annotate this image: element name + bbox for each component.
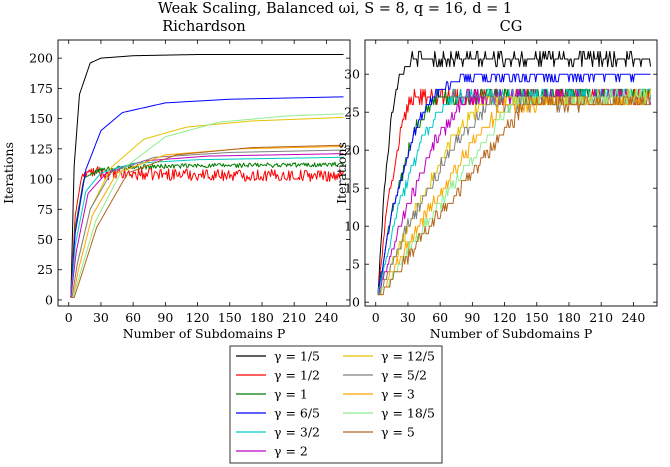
legend-frame xyxy=(229,345,443,464)
series-line xyxy=(70,144,344,299)
x-tick-label: 180 xyxy=(250,310,274,325)
series-group xyxy=(70,54,344,299)
x-tick-label: 240 xyxy=(314,310,338,325)
legend-label: γ = 6/5 xyxy=(274,406,320,421)
figure-title: Weak Scaling, Balanced ωi, S = 8, q = 16… xyxy=(158,1,512,17)
y-tick-label: 15 xyxy=(344,181,360,196)
legend-label: γ = 3/2 xyxy=(274,425,320,440)
series-group xyxy=(377,50,652,296)
legend-label: γ = 1/5 xyxy=(274,349,320,364)
y-tick-label: 0 xyxy=(45,292,53,307)
legend: γ = 1/5 γ = 1/2 γ = 1 γ = 6/5 γ = 3/2 γ = 2 γ … xyxy=(229,345,443,464)
x-axis-label: Number of Subdomains P xyxy=(123,326,286,341)
cg-panel: CG 0 30 60 90 120 150 180 210 240 0 5 10 15 20 25 30 Numb… xyxy=(334,19,658,341)
legend-label: γ = 1 xyxy=(274,387,308,402)
y-tick-label: 20 xyxy=(344,143,360,158)
y-tick-label: 125 xyxy=(29,141,53,156)
x-tick-label: 60 xyxy=(125,310,141,325)
y-axis-label: Iterations xyxy=(1,142,16,204)
legend-label: γ = 2 xyxy=(274,444,308,459)
x-tick-label: 60 xyxy=(432,310,448,325)
x-tick-label: 150 xyxy=(218,310,242,325)
richardson-panel: Richardson 0 30 60 90 120 150 180 210 240 0 25 50 75 1… xyxy=(1,19,351,341)
series-line xyxy=(377,50,652,295)
series-line xyxy=(70,156,344,298)
y-tick-label: 175 xyxy=(29,81,53,96)
legend-label: γ = 1/2 xyxy=(274,368,320,383)
y-tick-label: 5 xyxy=(352,257,360,272)
series-line xyxy=(377,88,651,296)
x-tick-label: 0 xyxy=(65,310,73,325)
y-tick-label: 75 xyxy=(37,202,53,217)
x-tick-label: 150 xyxy=(525,310,549,325)
y-axis-label: Iterations xyxy=(334,142,349,204)
series-line xyxy=(377,96,651,296)
y-tick-label: 25 xyxy=(37,262,53,277)
legend-label: γ = 3 xyxy=(381,387,415,402)
x-tick-label: 180 xyxy=(557,310,581,325)
series-line xyxy=(70,116,344,299)
legend-label: γ = 5 xyxy=(381,425,415,440)
subplot-title: CG xyxy=(500,19,523,35)
series-line xyxy=(377,96,651,296)
x-tick-label: 120 xyxy=(493,310,517,325)
y-tick-label: 100 xyxy=(29,172,53,187)
series-line xyxy=(70,96,344,298)
x-tick-label: 240 xyxy=(621,310,645,325)
x-tick-label: 0 xyxy=(372,310,380,325)
series-line xyxy=(70,54,344,298)
x-tick-label: 120 xyxy=(186,310,210,325)
y-tick-label: 150 xyxy=(29,111,53,126)
x-tick-label: 90 xyxy=(464,310,480,325)
series-line xyxy=(70,166,344,298)
y-tick-label: 30 xyxy=(344,67,360,82)
x-axis-label: Number of Subdomains P xyxy=(430,326,593,341)
x-tick-label: 30 xyxy=(400,310,416,325)
series-line xyxy=(377,73,651,295)
plot-frame xyxy=(364,39,658,307)
y-tick-label: 10 xyxy=(344,219,360,234)
x-tick-label: 30 xyxy=(93,310,109,325)
y-tick-label: 0 xyxy=(352,295,360,310)
series-line xyxy=(70,153,344,298)
x-tick-label: 90 xyxy=(157,310,173,325)
series-line xyxy=(70,113,344,299)
legend-label: γ = 18/5 xyxy=(381,406,435,421)
y-tick-label: 50 xyxy=(37,232,53,247)
legend-label: γ = 5/2 xyxy=(381,368,427,383)
legend-label: γ = 12/5 xyxy=(381,349,435,364)
subplot-title: Richardson xyxy=(162,19,245,35)
x-tick-label: 210 xyxy=(282,310,306,325)
plot-frame xyxy=(57,39,351,307)
y-tick-label: 200 xyxy=(29,51,53,66)
series-line xyxy=(70,149,344,299)
x-tick-label: 210 xyxy=(589,310,613,325)
y-tick-label: 25 xyxy=(344,105,360,120)
